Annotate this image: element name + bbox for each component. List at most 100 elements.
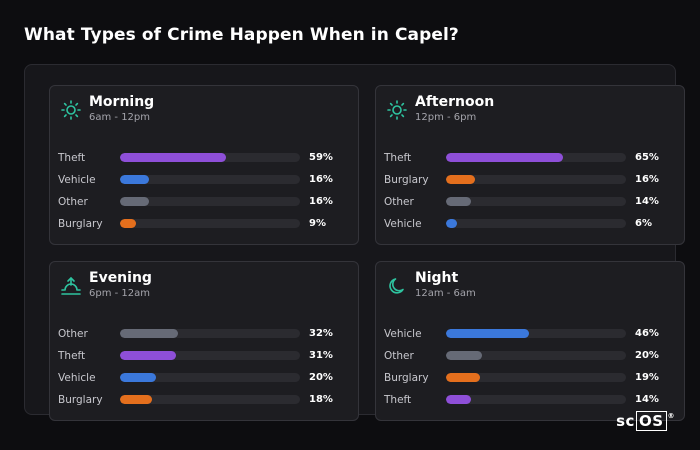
bar-track <box>120 373 300 382</box>
card-title: Afternoon <box>415 94 495 110</box>
bar-fill <box>120 175 149 184</box>
bar-track <box>120 175 300 184</box>
crime-type-label: Burglary <box>384 174 429 186</box>
percentage-value: 14% <box>635 394 659 405</box>
bar-fill <box>446 153 563 162</box>
percentage-value: 16% <box>635 174 659 185</box>
bar-track <box>120 219 300 228</box>
percentage-value: 16% <box>309 196 333 207</box>
card-time-range: 12pm - 6pm <box>415 112 477 123</box>
bar-fill <box>120 197 149 206</box>
bar-track <box>446 219 626 228</box>
percentage-value: 20% <box>309 372 333 383</box>
card-afternoon: Afternoon 12pm - 6pm Theft 65% Burglary 16%… <box>375 85 685 245</box>
crime-row: Vehicle 16% <box>58 170 348 192</box>
crime-row: Theft 59% <box>58 148 348 170</box>
crime-type-label: Theft <box>384 152 412 164</box>
bar-track <box>120 329 300 338</box>
crime-type-label: Burglary <box>58 394 103 406</box>
bar-fill <box>446 329 529 338</box>
page-title: What Types of Crime Happen When in Capel… <box>24 25 459 45</box>
crime-bars: Other 32% Theft 31% Vehicle 20% Burglary 18% <box>58 324 348 412</box>
crime-type-label: Theft <box>384 394 412 406</box>
sun-icon <box>386 99 408 121</box>
crime-row: Other 16% <box>58 192 348 214</box>
crime-row: Other 20% <box>384 346 674 368</box>
bar-track <box>446 351 626 360</box>
crime-row: Vehicle 46% <box>384 324 674 346</box>
crime-row: Vehicle 20% <box>58 368 348 390</box>
bar-track <box>120 351 300 360</box>
card-time-range: 12am - 6am <box>415 288 476 299</box>
bar-fill <box>446 197 472 206</box>
bar-track <box>120 197 300 206</box>
crime-row: Vehicle 6% <box>384 214 674 236</box>
percentage-value: 32% <box>309 328 333 339</box>
bar-track <box>446 153 626 162</box>
percentage-value: 9% <box>309 218 326 229</box>
sun-icon <box>60 99 82 121</box>
bar-fill <box>120 153 227 162</box>
crime-type-label: Vehicle <box>58 174 96 186</box>
bar-track <box>120 395 300 404</box>
bar-track <box>446 329 626 338</box>
percentage-value: 46% <box>635 328 659 339</box>
crime-row: Burglary 18% <box>58 390 348 412</box>
bar-fill <box>120 351 176 360</box>
bar-fill <box>446 219 457 228</box>
scos-logo: sc OS ® <box>616 411 675 431</box>
crime-row: Theft 14% <box>384 390 674 412</box>
bar-fill <box>120 219 137 228</box>
bar-fill <box>446 351 482 360</box>
percentage-value: 65% <box>635 152 659 163</box>
crime-row: Other 32% <box>58 324 348 346</box>
bar-fill <box>120 329 178 338</box>
bar-fill <box>120 373 156 382</box>
crime-type-label: Burglary <box>58 218 103 230</box>
crime-type-label: Vehicle <box>58 372 96 384</box>
crime-bars: Theft 59% Vehicle 16% Other 16% Burglary 9% <box>58 148 348 236</box>
crime-bars: Vehicle 46% Other 20% Burglary 19% Theft 14% <box>384 324 674 412</box>
card-time-range: 6pm - 12am <box>89 288 151 299</box>
bar-fill <box>120 395 153 404</box>
bar-fill <box>446 175 475 184</box>
percentage-value: 16% <box>309 174 333 185</box>
crime-type-label: Vehicle <box>384 328 422 340</box>
percentage-value: 59% <box>309 152 333 163</box>
card-title: Night <box>415 270 459 286</box>
crime-row: Burglary 9% <box>58 214 348 236</box>
crime-type-label: Burglary <box>384 372 429 384</box>
crime-row: Theft 31% <box>58 346 348 368</box>
percentage-value: 20% <box>635 350 659 361</box>
bar-track <box>120 153 300 162</box>
bar-track <box>446 395 626 404</box>
card-evening: Evening 6pm - 12am Other 32% Theft 31% Vehic… <box>49 261 359 421</box>
bar-track <box>446 175 626 184</box>
bar-fill <box>446 373 481 382</box>
crime-type-label: Other <box>384 350 414 362</box>
crime-row: Burglary 19% <box>384 368 674 390</box>
card-time-range: 6am - 12pm <box>89 112 151 123</box>
crime-row: Burglary 16% <box>384 170 674 192</box>
card-night: Night 12am - 6am Vehicle 46% Other 20% Burgl… <box>375 261 685 421</box>
crime-type-label: Other <box>384 196 414 208</box>
crime-type-label: Theft <box>58 152 86 164</box>
percentage-value: 19% <box>635 372 659 383</box>
card-morning: Morning 6am - 12pm Theft 59% Vehicle 16% Oth… <box>49 85 359 245</box>
crime-bars: Theft 65% Burglary 16% Other 14% Vehicle 6% <box>384 148 674 236</box>
moon-icon <box>386 275 408 297</box>
crime-row: Other 14% <box>384 192 674 214</box>
crime-type-label: Vehicle <box>384 218 422 230</box>
sunset-icon <box>60 275 82 297</box>
percentage-value: 31% <box>309 350 333 361</box>
card-title: Morning <box>89 94 155 110</box>
card-title: Evening <box>89 270 152 286</box>
bar-track <box>446 197 626 206</box>
crime-row: Theft 65% <box>384 148 674 170</box>
bar-fill <box>446 395 472 404</box>
percentage-value: 18% <box>309 394 333 405</box>
crime-type-label: Other <box>58 196 88 208</box>
percentage-value: 14% <box>635 196 659 207</box>
percentage-value: 6% <box>635 218 652 229</box>
bar-track <box>446 373 626 382</box>
